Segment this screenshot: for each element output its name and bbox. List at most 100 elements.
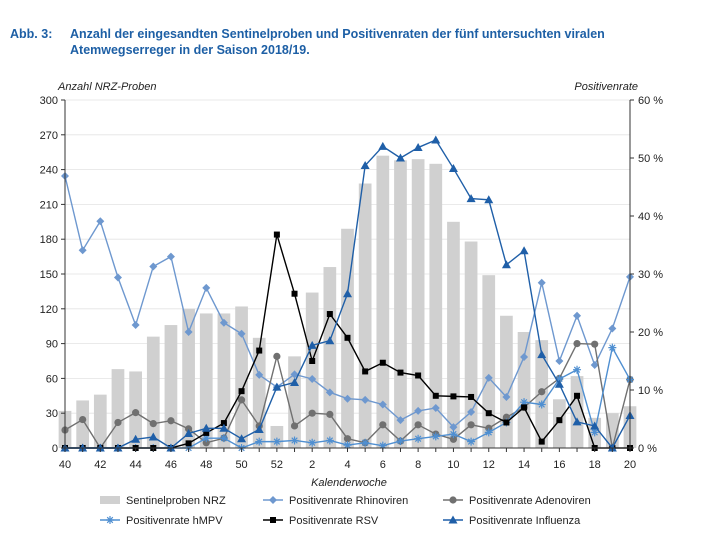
x-tick-label: 2 [309, 459, 315, 471]
legend-marker-positivenrate-rsv [270, 517, 276, 523]
point-positivenrate-rsv [432, 392, 439, 399]
legend: Sentinelproben NRZ Positivenrate Rhinovir… [100, 495, 591, 527]
y-right-tick-label: 40 % [638, 211, 663, 223]
point-positivenrate-adenoviren [132, 409, 140, 417]
point-positivenrate-rhinoviren [343, 394, 352, 403]
point-positivenrate-influenza [395, 153, 405, 162]
legend-marker-positivenrate-hmpv [106, 516, 114, 524]
point-positivenrate-influenza [413, 143, 423, 152]
point-positivenrate-influenza [343, 289, 352, 298]
point-positivenrate-influenza [519, 246, 529, 255]
x-tick-label: 12 [483, 459, 495, 471]
point-positivenrate-influenza [501, 260, 511, 269]
bar-sentinelproben [235, 306, 248, 448]
point-positivenrate-influenza [254, 424, 264, 433]
point-positivenrate-adenoviren [290, 422, 299, 430]
point-positivenrate-influenza [431, 135, 441, 144]
point-positivenrate-rsv [468, 393, 475, 400]
x-tick-label: 50 [235, 459, 247, 471]
bar-sentinelproben [217, 313, 231, 448]
point-positivenrate-rsv [238, 388, 245, 395]
point-positivenrate-adenoviren [167, 417, 175, 425]
point-positivenrate-adenoviren [591, 340, 599, 348]
point-positivenrate-adenoviren [202, 439, 210, 447]
point-positivenrate-rsv [220, 420, 227, 427]
y-right-tick-label: 0 % [638, 443, 657, 455]
point-positivenrate-rsv [326, 311, 333, 318]
y-right-tick-label: 50 % [638, 153, 663, 165]
point-positivenrate-hmpv [467, 437, 476, 446]
y-left-tick-label: 180 [40, 234, 58, 246]
x-tick-label: 52 [271, 459, 283, 471]
point-positivenrate-rsv [291, 290, 298, 297]
point-positivenrate-rhinoviren [467, 408, 476, 417]
point-positivenrate-rhinoviren [202, 283, 211, 292]
point-positivenrate-adenoviren [114, 418, 122, 427]
legend-label-sentinelproben-nrz: Sentinelproben NRZ [126, 495, 226, 507]
bar-sentinelproben [464, 241, 478, 448]
point-positivenrate-influenza [325, 336, 335, 345]
point-positivenrate-rsv [344, 334, 351, 341]
point-positivenrate-rhinoviren [113, 273, 122, 282]
x-tick-label: 6 [380, 459, 386, 471]
x-tick-label: 16 [553, 459, 565, 471]
x-tick-label: 40 [59, 459, 71, 471]
point-positivenrate-hmpv [414, 434, 423, 443]
legend-label-positivenrate-hmpv: Positivenrate hMPV [126, 515, 223, 527]
bar-sentinelproben [358, 183, 372, 448]
x-tick-label: 48 [200, 459, 212, 471]
point-positivenrate-hmpv [325, 436, 334, 445]
bar-sentinelproben [76, 400, 90, 448]
point-positivenrate-influenza [537, 350, 547, 359]
point-positivenrate-rsv [485, 410, 492, 417]
y-right-tick-label: 30 % [638, 269, 663, 281]
point-positivenrate-influenza [148, 432, 158, 441]
bar-sentinelproben [288, 356, 301, 448]
point-positivenrate-adenoviren [149, 420, 157, 428]
bar-sentinelproben [111, 369, 125, 448]
point-positivenrate-rsv [397, 369, 404, 376]
point-positivenrate-rsv [185, 440, 192, 447]
point-positivenrate-influenza [378, 141, 388, 150]
legend-marker-positivenrate-influenza [448, 515, 458, 524]
point-positivenrate-adenoviren [449, 435, 458, 443]
y-left-tick-label: 210 [40, 199, 58, 211]
point-positivenrate-rsv [503, 419, 510, 426]
legend-label-positivenrate-influenza: Positivenrate Influenza [469, 515, 581, 527]
point-positivenrate-hmpv [219, 434, 228, 443]
figure-label: Abb. 3: [10, 27, 53, 41]
point-positivenrate-rhinoviren [290, 370, 299, 379]
bar-sentinelproben [394, 160, 407, 448]
y-axis-left-label: Anzahl NRZ-Proben [57, 81, 156, 93]
point-positivenrate-rhinoviren [378, 400, 387, 409]
point-positivenrate-adenoviren [273, 352, 281, 360]
y-left-tick-label: 300 [40, 95, 58, 107]
point-positivenrate-rsv [556, 417, 563, 424]
point-positivenrate-influenza [131, 434, 141, 443]
point-positivenrate-rhinoviren [255, 370, 264, 379]
point-positivenrate-hmpv [555, 374, 564, 383]
point-positivenrate-hmpv [361, 438, 370, 447]
point-positivenrate-hmpv [573, 365, 582, 374]
point-positivenrate-influenza [466, 194, 476, 203]
point-positivenrate-rsv [574, 392, 581, 399]
line-series [60, 135, 635, 452]
point-positivenrate-rhinoviren [131, 321, 140, 330]
bar-sentinelproben [164, 325, 178, 448]
bar-sentinelproben [305, 292, 319, 448]
bar-sentinelproben [376, 155, 390, 448]
point-positivenrate-influenza [272, 382, 282, 391]
point-positivenrate-influenza [237, 434, 247, 443]
bar-sentinelproben [199, 313, 213, 448]
point-positivenrate-rhinoviren [449, 423, 458, 432]
point-positivenrate-rhinoviren [219, 318, 228, 327]
bar-sentinelproben [517, 332, 531, 448]
point-positivenrate-hmpv [343, 441, 352, 450]
point-positivenrate-rsv [256, 347, 263, 354]
point-positivenrate-influenza [219, 423, 229, 432]
y-left-tick-label: 60 [46, 373, 58, 385]
bar-sentinelproben [447, 221, 460, 448]
bar-sentinelproben [411, 159, 425, 448]
point-positivenrate-rhinoviren [96, 217, 105, 226]
